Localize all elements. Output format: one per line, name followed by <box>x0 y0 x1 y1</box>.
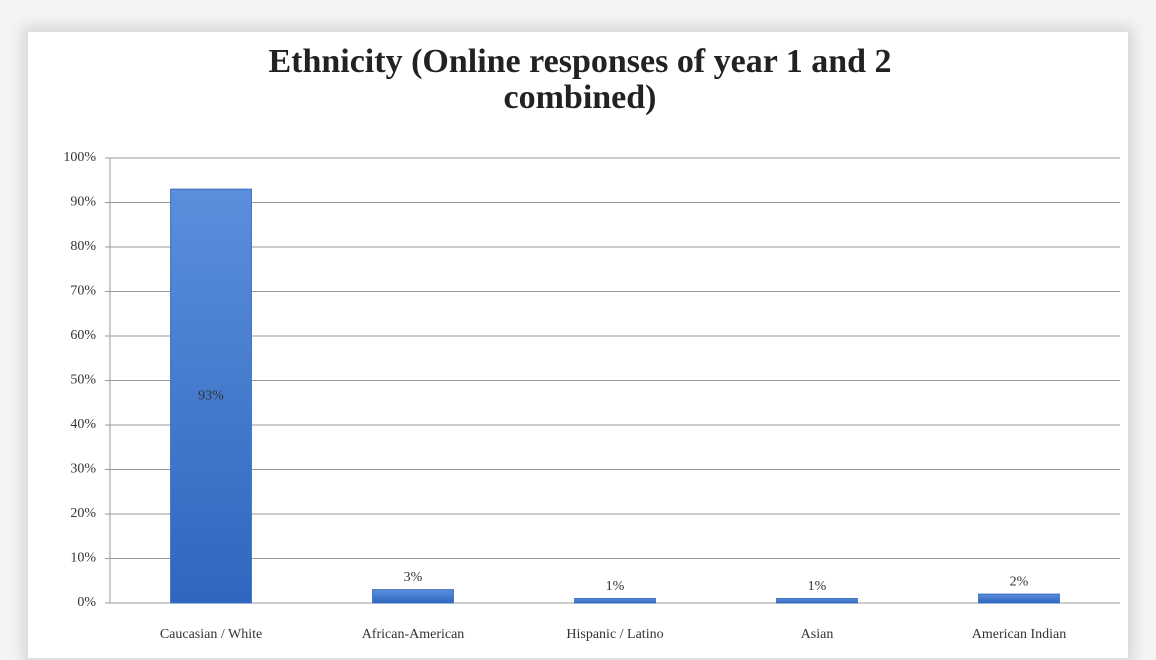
bar <box>574 598 656 604</box>
y-tick-label: 40% <box>70 417 96 432</box>
y-tick-label: 70% <box>70 284 96 299</box>
y-tick-label: 100% <box>63 150 96 165</box>
value-label: 3% <box>404 570 423 585</box>
value-label: 2% <box>1010 574 1029 589</box>
y-tick-label: 30% <box>70 462 96 477</box>
x-tick-label: Asian <box>801 627 834 642</box>
y-tick-label: 50% <box>70 373 96 388</box>
y-tick-label: 60% <box>70 328 96 343</box>
bar <box>978 593 1060 604</box>
value-label: 93% <box>198 388 224 403</box>
x-tick-label: Caucasian / White <box>160 627 262 642</box>
y-tick-label: 90% <box>70 195 96 210</box>
x-tick-label: American Indian <box>972 627 1066 642</box>
y-tick-label: 20% <box>70 506 96 521</box>
bar <box>776 598 858 604</box>
chart-title: Ethnicity (Online responses of year 1 an… <box>268 43 892 116</box>
x-tick-label: Hispanic / Latino <box>566 627 663 642</box>
y-tick-label: 80% <box>70 239 96 254</box>
value-label: 1% <box>808 579 827 594</box>
x-tick-label: African-American <box>362 627 465 642</box>
value-label: 1% <box>606 579 625 594</box>
y-tick-label: 0% <box>77 595 96 610</box>
bar <box>170 188 252 604</box>
bar <box>372 589 454 604</box>
y-tick-label: 10% <box>70 551 96 566</box>
